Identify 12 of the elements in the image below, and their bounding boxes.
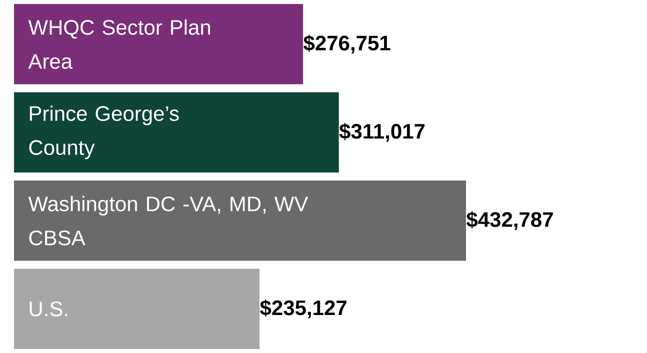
data-label: $235,127 [260,299,346,318]
bar [14,268,260,350]
y-tick-label: U.S. [30,301,68,316]
bar [14,4,304,84]
data-label: $276,751 [304,34,390,54]
bar [14,180,466,261]
data-label: $432,787 [466,211,553,230]
y-tick-label: WHQC Sector Plan Area [28,19,210,69]
data-label: $311,017 [339,122,425,142]
y-tick-label: Prince George’s County [29,106,179,160]
y-tick-label: Washington DC -VA, MD, WV CBSA [28,196,308,246]
bar [14,92,339,173]
